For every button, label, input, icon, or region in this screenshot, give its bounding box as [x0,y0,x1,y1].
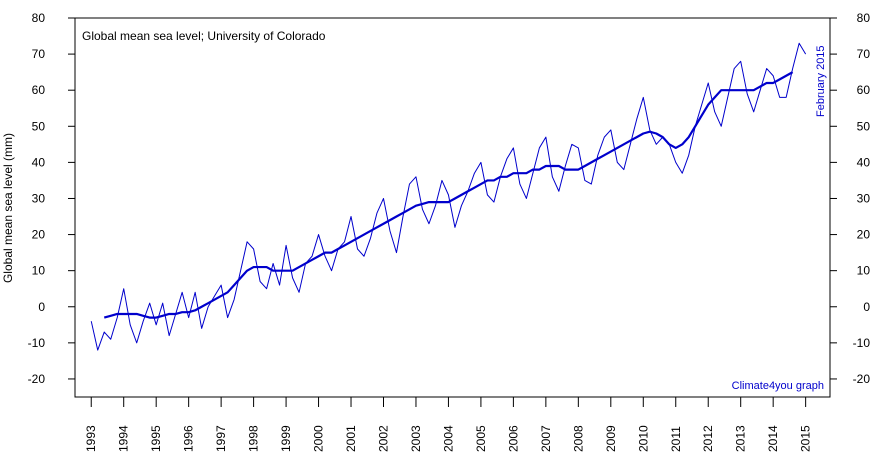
y2-tick-label: 0 [863,300,870,314]
y-tick-label: -10 [28,336,46,350]
y-tick-label: 30 [32,191,46,205]
x-tick-label: 2009 [604,425,618,452]
y-axis-label: Global mean sea level (mm) [1,133,15,283]
y2-tick-label: -20 [853,372,871,386]
x-tick-label: 2001 [344,425,358,452]
y-tick-label: 50 [32,119,46,133]
credit: Climate4you graph [732,380,824,392]
y-tick-label: 80 [32,11,46,25]
y2-tick-label: 60 [857,83,871,97]
x-tick-label: 2002 [376,425,390,452]
y-tick-label: 60 [32,83,46,97]
x-tick-label: 1995 [149,425,163,452]
x-tick-label: 2006 [506,425,520,452]
chart-subtitle: February 2015 [815,45,827,117]
y-tick-label: 0 [38,300,45,314]
plot-frame [74,17,831,398]
x-tick-label: 1996 [182,425,196,452]
y2-tick-label: 80 [857,11,871,25]
x-tick-label: 1999 [279,425,293,452]
x-tick-label: 2005 [474,425,488,452]
x-tick-label: 2012 [701,425,715,452]
y-tick-label: 70 [32,47,46,61]
y2-tick-label: 40 [857,155,871,169]
x-tick-label: 1997 [214,425,228,452]
x-tick-label: 2014 [766,425,780,452]
y2-tick-label: -10 [853,336,871,350]
y-tick-label: 20 [32,228,46,242]
smoothed-line [103,71,794,319]
x-tick-label: 2011 [669,426,683,452]
x-tick-label: 2013 [734,425,748,452]
x-tick-label: 2008 [571,425,585,452]
x-tick-label: 1993 [84,425,98,452]
x-tick-label: 2010 [636,425,650,452]
chart-title: Global mean sea level; University of Col… [82,29,326,43]
x-tick-label: 2015 [799,425,813,452]
y2-tick-label: 30 [857,191,871,205]
y-tick-label: -20 [28,372,46,386]
y2-tick-label: 50 [857,119,871,133]
y2-tick-label: 70 [857,47,871,61]
x-tick-label: 2007 [539,425,553,452]
x-tick-label: 2000 [312,425,326,452]
y-tick-label: 40 [32,155,46,169]
y-tick-label: 10 [32,264,46,278]
x-tick-label: 2003 [409,425,423,452]
y2-tick-label: 20 [857,228,871,242]
x-tick-label: 1994 [117,425,131,452]
x-tick-label: 2004 [441,425,455,452]
y2-tick-label: 10 [857,264,871,278]
x-tick-label: 1998 [247,425,261,452]
